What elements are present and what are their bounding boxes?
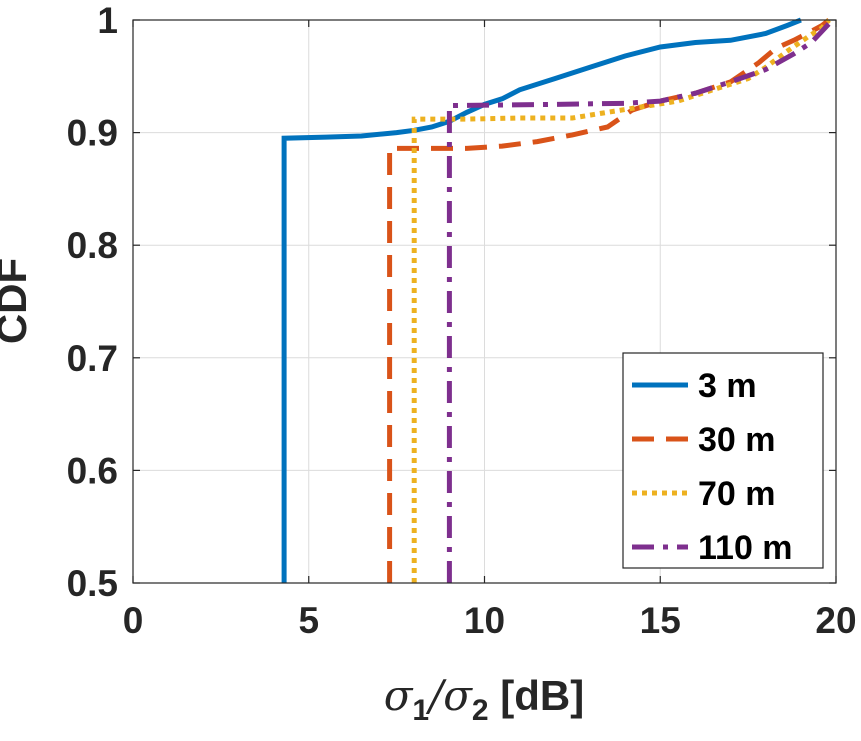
x-tick-label: 10 xyxy=(464,600,505,641)
tick-labels: 0 5 10 15 20 0.5 0.6 0.7 0.8 0.9 1 xyxy=(67,0,857,641)
legend: 3 m 30 m 70 m 110 m xyxy=(622,352,824,569)
y-tick-label: 0.7 xyxy=(67,338,118,379)
legend-box xyxy=(622,352,824,569)
x-tick-label: 20 xyxy=(815,600,856,641)
series-group xyxy=(281,17,835,583)
y-tick-label: 0.5 xyxy=(67,563,118,604)
y-tick-label: 0.8 xyxy=(67,225,118,266)
x-label-sub2: 2 xyxy=(472,694,489,727)
series-line-70-m xyxy=(411,18,831,583)
x-label-slash: / xyxy=(425,671,447,720)
x-label-sigma1: σ xyxy=(384,671,414,720)
series-line-30-m xyxy=(387,18,831,583)
x-tick-label: 0 xyxy=(123,600,144,641)
legend-label: 70 m xyxy=(698,475,776,513)
x-label-sub1: 1 xyxy=(412,694,429,727)
ticks xyxy=(132,19,837,584)
legend-label: 110 m xyxy=(698,529,793,567)
x-tick-label: 5 xyxy=(298,600,319,641)
legend-label: 3 m xyxy=(698,367,757,405)
x-tick-label: 15 xyxy=(640,600,681,641)
y-axis-label: CDF xyxy=(0,258,35,344)
legend-label: 30 m xyxy=(698,421,776,459)
x-label-unit: [dB] xyxy=(489,672,585,719)
x-label-sigma2: σ xyxy=(443,671,473,720)
y-tick-label: 0.9 xyxy=(67,113,118,154)
x-axis-label: σ1/σ2 [dB] xyxy=(384,671,585,727)
y-tick-label: 0.6 xyxy=(67,450,118,491)
y-tick-label: 1 xyxy=(97,0,118,41)
series-line-3-m xyxy=(281,17,802,583)
